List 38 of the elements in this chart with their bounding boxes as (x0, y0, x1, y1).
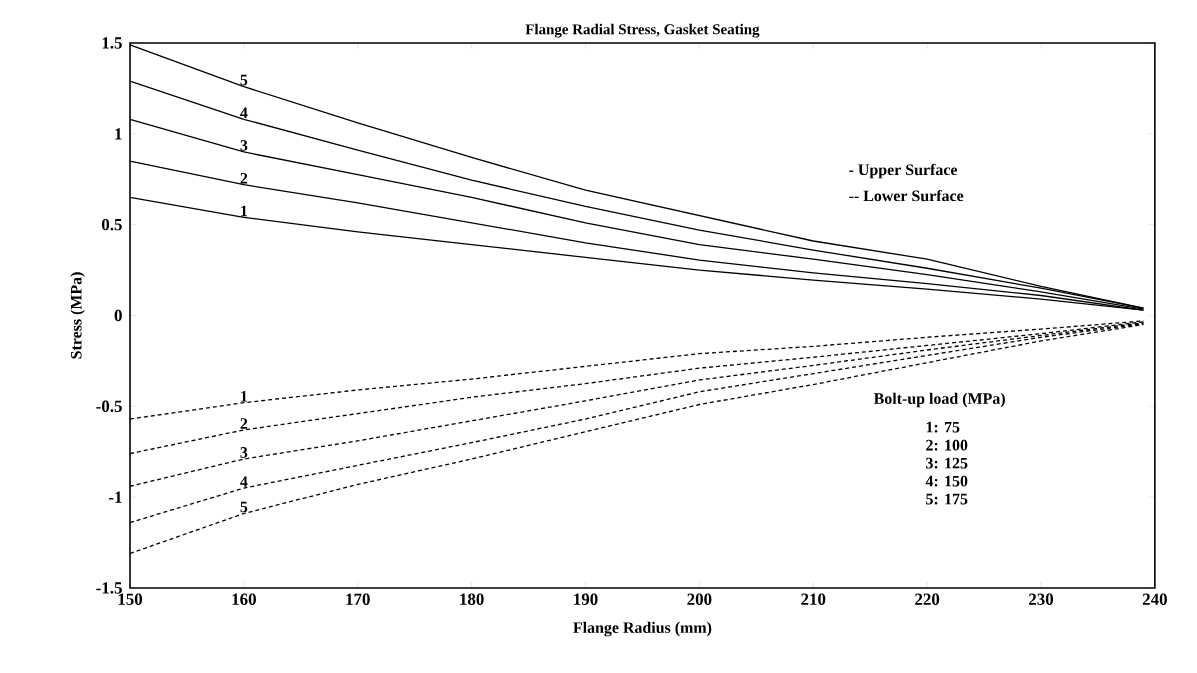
x-axis-title: Flange Radius (mm) (573, 621, 712, 637)
x-tick-label: 190 (574, 593, 598, 605)
y-axis-title: Stress (MPa) (70, 272, 85, 359)
series-label: 5 (240, 74, 248, 86)
series-label: 3 (240, 140, 248, 151)
x-tick-label: 160 (232, 593, 256, 605)
annotation: 5: 175 (926, 493, 968, 505)
y-tick-label: 0.5 (101, 218, 122, 231)
series-label: 4 (240, 476, 248, 487)
x-tick-label: 150 (118, 593, 143, 605)
series-label: 2 (240, 172, 248, 184)
y-tick-label: -0.5 (96, 400, 122, 413)
x-tick-label: 230 (1029, 593, 1054, 605)
x-tick-label: 220 (915, 593, 940, 605)
x-tick-label: 210 (801, 593, 826, 605)
y-tick-label: 1 (115, 128, 122, 140)
annotation: 4: 150 (925, 475, 968, 487)
annotation: - Upper Surface (849, 163, 958, 179)
x-tick-label: 200 (687, 593, 712, 605)
chart-title: Flange Radial Stress, Gasket Seating (525, 23, 760, 38)
annotation: Bolt-up load (MPa) (873, 392, 1005, 408)
y-tick-label: -1.5 (96, 582, 122, 594)
annotation: 2: 100 (926, 439, 968, 451)
annotation: 3: 125 (926, 457, 968, 469)
annotation: 1: 75 (926, 421, 960, 433)
series-label: 2 (240, 418, 248, 429)
series-label: 3 (240, 447, 248, 458)
series-label: 5 (240, 501, 248, 513)
y-tick-label: 0 (114, 309, 122, 322)
x-tick-label: 180 (460, 593, 484, 605)
x-tick-label: 170 (346, 593, 370, 605)
annotation: -- Lower Surface (849, 189, 964, 202)
series-label: 1 (241, 390, 248, 402)
series-label: 1 (241, 205, 248, 217)
y-tick-label: -1 (109, 491, 122, 503)
series-label: 4 (240, 107, 248, 119)
x-tick-label: 240 (1142, 593, 1167, 605)
y-tick-label: 1.5 (102, 37, 122, 49)
